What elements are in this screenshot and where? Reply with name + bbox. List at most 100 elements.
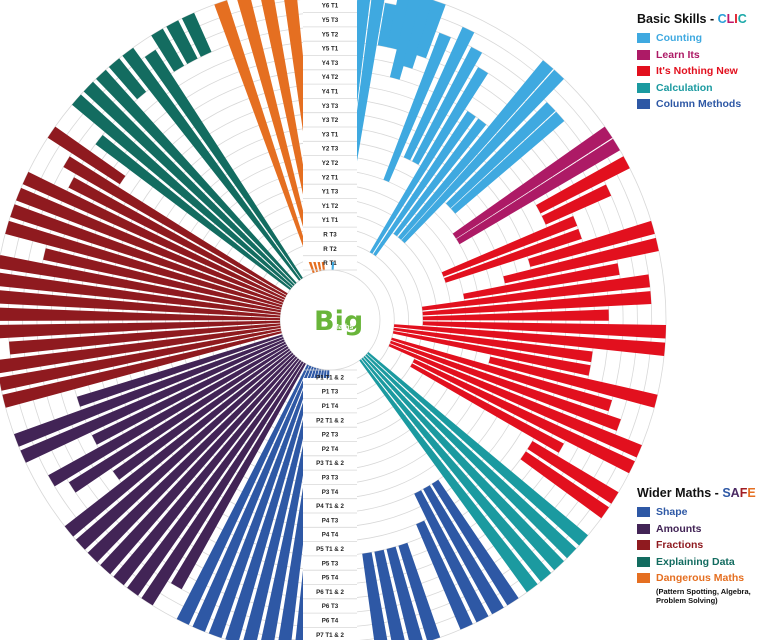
bar-calculation-42 — [367, 352, 588, 546]
bar-column-methods-52 — [386, 546, 423, 640]
legend-wider-maths-acronym-letter: E — [747, 486, 756, 500]
bar-amounts-77 — [14, 337, 284, 447]
bar-it-s-nothing-new-36 — [390, 340, 621, 431]
legend-basic-skills-acronym-letter: C — [737, 12, 747, 26]
bar-column-methods-47 — [431, 479, 519, 606]
bar-fractions-85 — [0, 290, 281, 318]
bar-fractions-79 — [2, 331, 282, 408]
bar-counting-10 — [412, 47, 483, 165]
bar-fractions-81 — [0, 326, 281, 374]
bar-fractions-86 — [0, 272, 281, 315]
ring-label-top: Y2 T2 — [322, 160, 339, 167]
ring-label-top: Y4 T3 — [322, 60, 339, 67]
ring-label-top: Y6 T1 — [322, 3, 339, 10]
bar-it-s-nothing-new-39 — [410, 363, 564, 453]
legend-wider-maths-item-fractions: Fractions — [637, 537, 756, 554]
bar-it-s-nothing-new-33 — [392, 331, 591, 376]
bar-explaining-data-101 — [122, 47, 301, 281]
legend-basic-skills-acronym-letter: C — [717, 12, 727, 26]
bar-counting-4 — [387, 0, 411, 50]
bar-counting-13 — [393, 118, 487, 237]
logo-disc — [296, 286, 364, 354]
logo-big-text: Big — [314, 306, 363, 337]
legend-wider-maths: Wider Maths - SAFE Shape Amounts Fractions… — [637, 486, 756, 606]
logo-small-text: Maths — [333, 324, 353, 331]
bar-column-methods-50 — [416, 520, 473, 630]
bar-calculation-44 — [363, 355, 564, 571]
ring-label-bottom: P4 T1 & 2 — [316, 503, 344, 510]
bar-fractions-93 — [68, 177, 287, 298]
legend-swatch — [637, 99, 650, 110]
ring-label-bottom: P5 T3 — [322, 560, 339, 567]
legend-label: Shape — [656, 506, 688, 519]
ring-label-top: R T2 — [323, 246, 337, 253]
legend-basic-skills-acronym: CLIC — [718, 12, 747, 26]
ring-label-bottom: P2 T3 — [322, 432, 339, 439]
bar-it-s-nothing-new-29 — [422, 309, 609, 321]
bar-column-methods-54 — [362, 552, 388, 640]
bar-fractions-91 — [16, 187, 284, 303]
ring-label-bottom: P4 T3 — [322, 517, 339, 524]
bar-amounts-69 — [87, 354, 296, 563]
ring-20 — [0, 0, 667, 640]
ring-label-top: Y1 T3 — [322, 189, 339, 196]
bar-shape-60 — [225, 367, 317, 640]
legend-label: It's Nothing New — [656, 65, 738, 78]
bar-counting-6 — [402, 0, 435, 69]
bar-amounts-74 — [48, 344, 288, 487]
ring-label-top: Y1 T2 — [322, 203, 339, 210]
bar-calculation-45 — [361, 357, 552, 582]
bar-explaining-data-99 — [96, 69, 297, 285]
bar-shape-62 — [192, 365, 312, 632]
bar-amounts-71 — [64, 350, 292, 537]
ring-label-bottom: P3 T4 — [322, 489, 339, 496]
ring-label-top: Y3 T1 — [322, 131, 339, 138]
legend-wider-maths-acronym-letter: F — [739, 486, 748, 500]
bar-counting-15 — [401, 69, 564, 244]
bar-it-s-nothing-new-28 — [422, 291, 652, 316]
ring-label-top: Y5 T1 — [322, 46, 339, 53]
legend-swatch — [637, 507, 650, 518]
bar-explaining-data-104 — [166, 20, 198, 64]
bar-fractions-84 — [0, 307, 280, 321]
ring-label-bottom: P6 T1 & 2 — [316, 589, 344, 596]
bar-column-methods-48 — [423, 485, 504, 615]
bar-amounts-73 — [68, 346, 289, 493]
legend-wider-maths-acronym-letter: A — [730, 486, 740, 500]
bar-it-s-nothing-new-25 — [503, 237, 659, 284]
bar-it-s-nothing-new-38 — [412, 359, 635, 474]
bar-it-s-nothing-new-41 — [520, 451, 609, 519]
legend-swatch — [637, 33, 650, 44]
bar-learn-its-18 — [452, 126, 613, 239]
bar-amounts-64 — [171, 362, 306, 590]
ring-label-top: Y3 T3 — [322, 103, 339, 110]
bar-dangerous-maths-106 — [214, 0, 315, 274]
bar-explaining-data-96 — [95, 135, 292, 290]
bar-amounts-66 — [127, 359, 302, 596]
bar-it-s-nothing-new-30 — [422, 321, 666, 339]
legend-swatch — [637, 573, 650, 584]
ring-label-top: Y5 T2 — [322, 31, 339, 38]
bar-counting-7 — [415, 0, 446, 59]
legend-basic-skills-acronym-letter: I — [734, 12, 738, 26]
bar-it-s-nothing-new-31 — [393, 324, 666, 356]
legend-swatch — [637, 556, 650, 567]
legend-wider-maths-title: Wider Maths - SAFE — [637, 486, 756, 500]
bar-fractions-83 — [0, 320, 281, 339]
bar-amounts-65 — [141, 361, 304, 606]
bar-counting-17 — [450, 111, 565, 214]
bar-fractions-87 — [0, 255, 281, 313]
bar-counting-12 — [373, 111, 476, 257]
bar-amounts-75 — [92, 341, 286, 445]
bar-column-methods-51 — [398, 542, 441, 640]
label-strip-top — [303, 0, 357, 262]
ring-label-bottom: P1 T4 — [322, 403, 339, 410]
ring-label-top: Y4 T1 — [322, 88, 339, 95]
legend-label: Dangerous Maths — [656, 572, 745, 585]
bar-calculation-46 — [359, 359, 538, 593]
bar-fractions-80 — [0, 328, 282, 391]
bar-fractions-88 — [43, 248, 282, 310]
